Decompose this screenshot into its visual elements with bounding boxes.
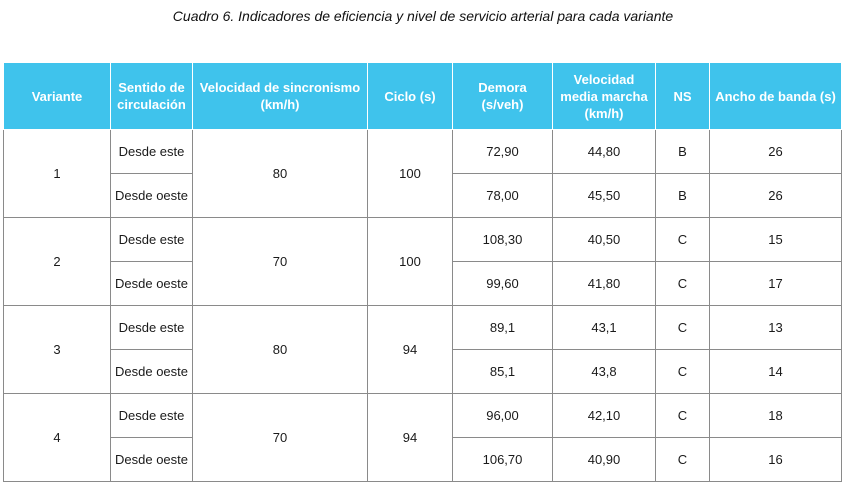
cell-ns: C [655, 261, 710, 306]
table-row: 3 Desde este 80 94 89,1 43,1 C 13 [3, 305, 842, 394]
cell-demora: 85,1 [452, 349, 553, 394]
cell-ancho-banda: 26 [709, 129, 842, 174]
cell-velocidad-sincronismo: 70 [192, 217, 368, 306]
cell-ancho-banda: 14 [709, 349, 842, 394]
cell-variante: 1 [3, 129, 111, 218]
cell-ns: C [655, 349, 710, 394]
cell-demora: 89,1 [452, 305, 553, 350]
cell-ciclo: 100 [367, 217, 453, 306]
table-row: 1 Desde este 80 100 72,90 44,80 B 26 [3, 129, 842, 218]
cell-velocidad-media: 45,50 [552, 173, 656, 218]
table-body: 1 Desde este 80 100 72,90 44,80 B 26 Des… [3, 129, 842, 482]
cell-ns: B [655, 173, 710, 218]
cell-ancho-banda: 16 [709, 437, 842, 482]
header-ciclo: Ciclo (s) [367, 62, 453, 130]
header-ancho-banda: Ancho de banda (s) [709, 62, 842, 130]
cell-ns: B [655, 129, 710, 174]
cell-velocidad-media: 42,10 [552, 393, 656, 438]
cell-demora: 99,60 [452, 261, 553, 306]
cell-variante: 3 [3, 305, 111, 394]
cell-ciclo: 94 [367, 393, 453, 482]
cell-ciclo: 100 [367, 129, 453, 218]
header-demora: Demora (s/veh) [452, 62, 553, 130]
table-row: 4 Desde este 70 94 96,00 42,10 C 18 [3, 393, 842, 482]
cell-sentido: Desde oeste [110, 261, 193, 306]
table-header: Variante Sentido de circulación Velocida… [3, 62, 842, 130]
cell-demora: 106,70 [452, 437, 553, 482]
cell-velocidad-media: 40,50 [552, 217, 656, 262]
cell-ns: C [655, 305, 710, 350]
cell-ns: C [655, 217, 710, 262]
cell-velocidad-media: 43,1 [552, 305, 656, 350]
cell-demora: 108,30 [452, 217, 553, 262]
cell-sentido: Desde este [110, 129, 193, 174]
header-velocidad-media: Velocidad media marcha (km/h) [552, 62, 656, 130]
cell-demora: 96,00 [452, 393, 553, 438]
cell-ancho-banda: 26 [709, 173, 842, 218]
cell-ciclo: 94 [367, 305, 453, 394]
cell-ancho-banda: 18 [709, 393, 842, 438]
cell-ancho-banda: 17 [709, 261, 842, 306]
cell-velocidad-media: 43,8 [552, 349, 656, 394]
cell-velocidad-sincronismo: 80 [192, 305, 368, 394]
cell-ancho-banda: 15 [709, 217, 842, 262]
cell-variante: 2 [3, 217, 111, 306]
table-row: Desde oeste 99,60 41,80 C 17 [4, 261, 842, 306]
cell-variante: 4 [3, 393, 111, 482]
cell-velocidad-media: 40,90 [552, 437, 656, 482]
cell-ns: C [655, 437, 710, 482]
cell-ancho-banda: 13 [709, 305, 842, 350]
cell-velocidad-sincronismo: 70 [192, 393, 368, 482]
table-row: Desde oeste 106,70 40,90 C 16 [4, 437, 842, 482]
header-variante: Variante [3, 62, 111, 130]
cell-sentido: Desde este [110, 305, 193, 350]
cell-demora: 78,00 [452, 173, 553, 218]
cell-sentido: Desde este [110, 393, 193, 438]
header-sentido: Sentido de circulación [110, 62, 193, 130]
table-row: Desde oeste 85,1 43,8 C 14 [4, 349, 842, 394]
cell-velocidad-sincronismo: 80 [192, 129, 368, 218]
cell-velocidad-media: 44,80 [552, 129, 656, 174]
header-ns: NS [655, 62, 710, 130]
table-row: Desde oeste 78,00 45,50 B 26 [4, 173, 842, 218]
cell-sentido: Desde oeste [110, 349, 193, 394]
header-velocidad-sincronismo: Velocidad de sincronismo (km/h) [192, 62, 368, 130]
table-caption: Cuadro 6. Indicadores de eficiencia y ni… [172, 8, 674, 24]
table-row: 2 Desde este 70 100 108,30 40,50 C 15 [3, 217, 842, 306]
indicators-table: Variante Sentido de circulación Velocida… [3, 62, 842, 482]
cell-sentido: Desde este [110, 217, 193, 262]
header-row: Variante Sentido de circulación Velocida… [3, 62, 842, 130]
cell-ns: C [655, 393, 710, 438]
cell-demora: 72,90 [452, 129, 553, 174]
cell-velocidad-media: 41,80 [552, 261, 656, 306]
cell-sentido: Desde oeste [110, 173, 193, 218]
cell-sentido: Desde oeste [110, 437, 193, 482]
